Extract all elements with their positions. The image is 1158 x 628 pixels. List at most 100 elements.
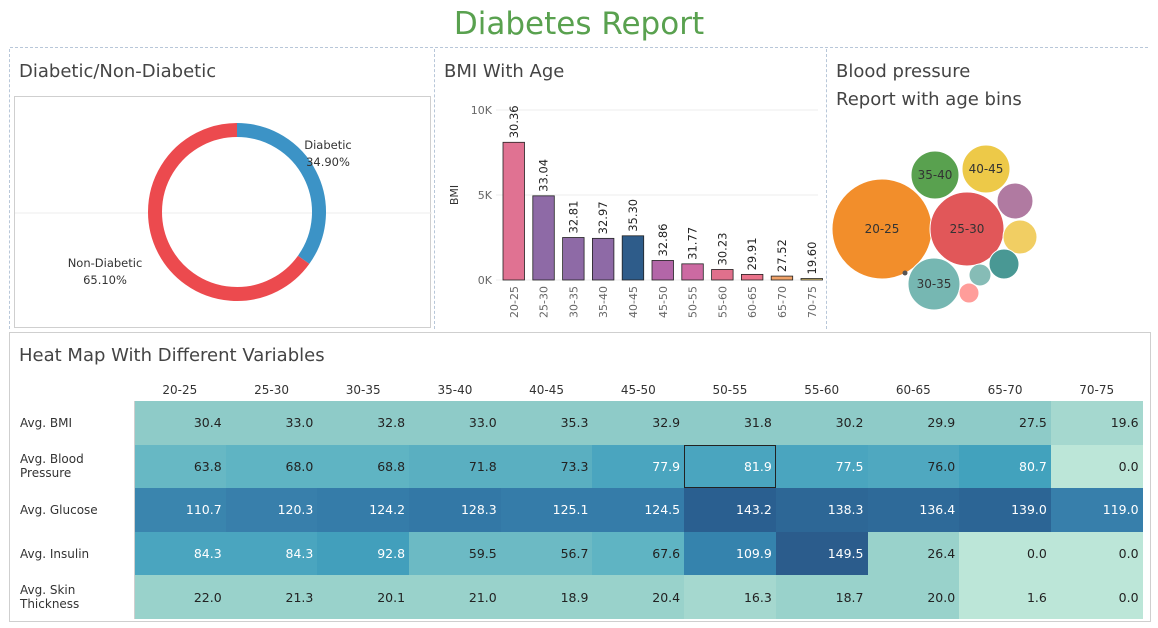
heatmap-cell[interactable]: 109.9 xyxy=(684,531,776,576)
heatmap-cell[interactable]: 136.4 xyxy=(867,488,960,532)
heatmap-cell[interactable]: 35.3 xyxy=(500,401,593,445)
heatmap-cell[interactable]: 84.3 xyxy=(134,531,226,576)
heatmap-cell[interactable]: 68.0 xyxy=(225,444,318,489)
bp-bubble-label: 20-25 xyxy=(865,222,900,236)
heatmap-cell[interactable]: 0.0 xyxy=(1050,531,1143,576)
bmi-bar[interactable] xyxy=(591,237,615,281)
heatmap-column-header: 55-60 xyxy=(804,383,840,397)
heatmap-cell[interactable]: 0.0 xyxy=(1050,575,1143,619)
heatmap-cell[interactable]: 119.0 xyxy=(1050,488,1143,532)
heatmap-row-label: Avg. BMI xyxy=(14,401,135,445)
heatmap-cell[interactable]: 0.0 xyxy=(959,531,1051,576)
heatmap-cell[interactable]: 1.6 xyxy=(959,575,1051,619)
bp-bubble-chart: 20-25 25-30 35-40 40-45 30-35 xyxy=(831,144,1038,311)
bp-bubble[interactable] xyxy=(968,263,992,287)
heatmap-cell[interactable]: 33.0 xyxy=(409,401,501,445)
heatmap-cell[interactable]: 139.0 xyxy=(959,488,1051,532)
bp-bubble-label: 40-45 xyxy=(969,162,1004,176)
divider-right xyxy=(826,49,827,329)
heatmap-cell[interactable]: 149.5 xyxy=(775,531,868,576)
heatmap-cell[interactable]: 68.8 xyxy=(317,444,410,489)
heatmap-cell[interactable]: 59.5 xyxy=(409,531,501,576)
bmi-value-label: 27.52 xyxy=(775,239,789,272)
heatmap-cell[interactable]: 76.0 xyxy=(867,444,960,489)
bp-bubble[interactable] xyxy=(907,257,961,311)
bmi-bar[interactable] xyxy=(532,195,555,281)
heatmap-row: Avg. Glucose 110.7 120.3 124.2 128.3 125.1 124… xyxy=(14,488,1143,532)
heatmap-cell[interactable]: 20.1 xyxy=(317,575,410,619)
bmi-ytick: 5K xyxy=(478,189,493,202)
heatmap-cell[interactable]: 138.3 xyxy=(775,488,868,532)
heatmap-cell[interactable]: 30.4 xyxy=(134,401,226,445)
heatmap-cell[interactable]: 21.0 xyxy=(409,575,501,619)
heatmap-cell[interactable]: 20.4 xyxy=(592,575,685,619)
heatmap-cell[interactable]: 120.3 xyxy=(225,488,318,532)
heatmap-cell[interactable]: 63.8 xyxy=(134,444,226,489)
heatmap-cell[interactable]: 80.7 xyxy=(959,444,1051,489)
heatmap-cell[interactable]: 18.9 xyxy=(500,575,593,619)
heatmap-column-header: 45-50 xyxy=(620,383,656,397)
bmi-bar[interactable] xyxy=(740,273,764,281)
heatmap-cell[interactable]: 21.3 xyxy=(225,575,318,619)
heatmap-cell[interactable]: 71.8 xyxy=(409,444,501,489)
heatmap-cell[interactable]: 84.3 xyxy=(225,531,318,576)
bmi-xtick: 20-25 xyxy=(508,286,521,318)
heatmap-column-header: 30-35 xyxy=(345,383,381,397)
bmi-bar[interactable] xyxy=(502,141,525,281)
heatmap-cell[interactable]: 27.5 xyxy=(959,401,1051,445)
heatmap-cell[interactable]: 77.9 xyxy=(592,444,685,489)
bmi-bar[interactable] xyxy=(711,269,734,281)
bmi-bar[interactable] xyxy=(651,260,674,281)
bp-bubble[interactable] xyxy=(1002,219,1038,255)
heatmap-column-header: 20-25 xyxy=(162,383,198,397)
heatmap-cell[interactable]: 128.3 xyxy=(409,488,501,532)
heatmap-cell[interactable]: 77.5 xyxy=(775,444,868,489)
heatmap-cell[interactable]: 67.6 xyxy=(592,531,685,576)
heatmap-cell[interactable]: 29.9 xyxy=(867,401,960,445)
heatmap-cell[interactable]: 32.8 xyxy=(317,401,410,445)
heatmap-cell[interactable]: 110.7 xyxy=(134,488,226,532)
heatmap-column-header: 70-75 xyxy=(1079,383,1115,397)
heatmap-column-header: 65-70 xyxy=(987,383,1023,397)
bp-bubble[interactable] xyxy=(961,144,1011,194)
heatmap-cell[interactable]: 81.9 xyxy=(684,444,776,489)
bp-bubble-dot xyxy=(902,270,908,276)
bmi-bar[interactable] xyxy=(800,278,823,281)
donut-slice-non-diabetic[interactable] xyxy=(148,123,310,301)
bmi-value-label: 32.81 xyxy=(566,201,580,234)
heatmap-corner xyxy=(14,379,134,401)
bmi-bar[interactable] xyxy=(770,275,794,281)
heatmap-cell[interactable]: 124.5 xyxy=(592,488,685,532)
heatmap-cell[interactable]: 73.3 xyxy=(500,444,593,489)
bp-bubble[interactable] xyxy=(958,282,980,304)
bp-bubble[interactable] xyxy=(996,182,1034,220)
bp-bubble[interactable] xyxy=(988,248,1020,280)
heatmap-cell[interactable]: 18.7 xyxy=(775,575,868,619)
bmi-bar[interactable] xyxy=(562,237,585,281)
heatmap-cell[interactable]: 16.3 xyxy=(684,575,776,619)
heatmap-title: Heat Map With Different Variables xyxy=(19,345,325,366)
bmi-bar[interactable] xyxy=(681,263,704,281)
heatmap-cell[interactable]: 26.4 xyxy=(867,531,960,576)
heatmap-cell[interactable]: 143.2 xyxy=(684,488,776,532)
heatmap-row: Avg. Insulin 84.3 84.3 92.8 59.5 56.7 67.6 109.… xyxy=(14,531,1143,576)
heatmap-cell[interactable]: 33.0 xyxy=(225,401,318,445)
heatmap-cell[interactable]: 125.1 xyxy=(500,488,593,532)
heatmap-row-label: Avg. Insulin xyxy=(14,531,135,576)
heatmap-cell[interactable]: 22.0 xyxy=(134,575,226,619)
bmi-bar[interactable] xyxy=(621,235,645,281)
heatmap-cell[interactable]: 19.6 xyxy=(1050,401,1143,445)
heatmap-cell[interactable]: 92.8 xyxy=(317,531,410,576)
nondiabetic-label: Non-Diabetic xyxy=(68,256,143,270)
heatmap-cell[interactable]: 56.7 xyxy=(500,531,593,576)
heatmap-cell[interactable]: 30.2 xyxy=(775,401,868,445)
donut-slice-diabetic[interactable] xyxy=(236,123,326,264)
bp-bubble[interactable] xyxy=(929,191,1005,267)
heatmap-cell[interactable]: 32.9 xyxy=(592,401,685,445)
heatmap-cell[interactable]: 124.2 xyxy=(317,488,410,532)
heatmap-cell[interactable]: 0.0 xyxy=(1050,444,1143,489)
heatmap-cell[interactable]: 31.8 xyxy=(684,401,776,445)
bp-bubble[interactable] xyxy=(910,150,960,200)
heatmap-cell[interactable]: 20.0 xyxy=(867,575,960,619)
bmi-xtick: 25-30 xyxy=(538,286,551,318)
